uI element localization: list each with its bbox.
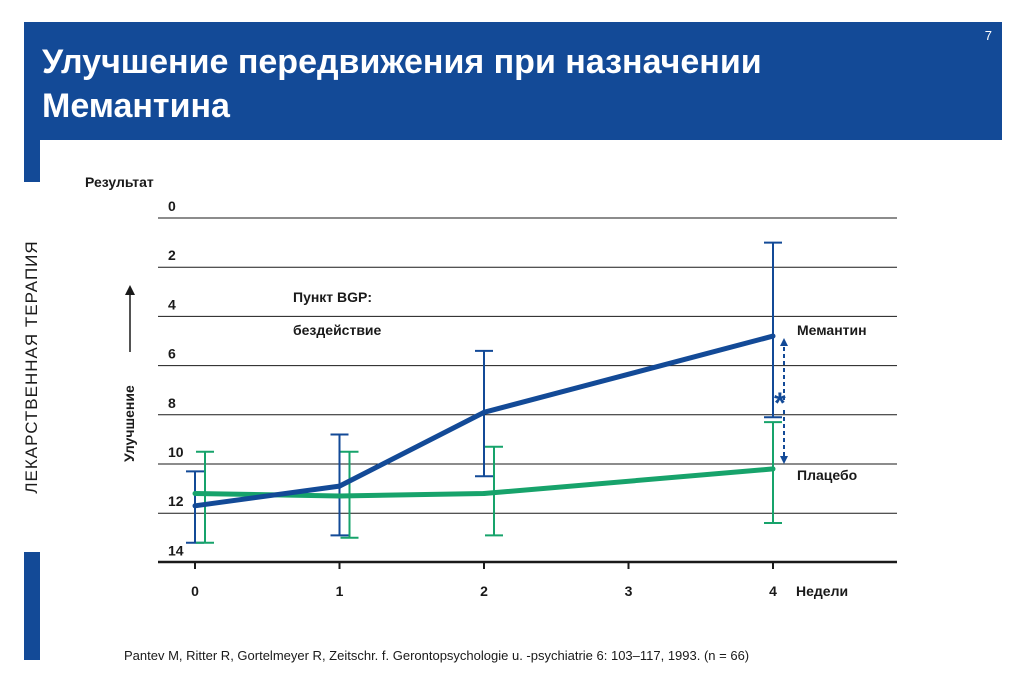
significance-star: *	[774, 387, 786, 420]
y-tick-label: 12	[168, 493, 184, 509]
memantine-data-point	[770, 333, 776, 339]
side-bar-bottom	[24, 552, 40, 660]
y-axis-title: Результат	[85, 174, 154, 190]
note-line-2: бездействие	[293, 322, 382, 338]
y-tick-label: 8	[168, 395, 176, 411]
y-tick-label: 4	[168, 296, 176, 312]
grid-layer	[158, 217, 897, 514]
y-tick-label: 0	[168, 198, 176, 214]
memantine-data-point	[481, 409, 487, 415]
placebo-data-point	[337, 493, 342, 499]
placebo-data-point	[481, 491, 487, 497]
y-tick-label: 2	[168, 247, 176, 263]
slide-title: Улучшение передвижения при назначении Ме…	[42, 43, 762, 125]
x-tick-label: 0	[191, 583, 199, 599]
y-tick-label: 10	[168, 444, 184, 460]
note-line-1: Пункт BGP:	[293, 289, 372, 305]
series-layer	[186, 241, 782, 544]
x-tick-label: 2	[480, 583, 488, 599]
y-axis-side-label: Улучшение	[121, 385, 137, 462]
memantine-series-line	[194, 333, 774, 509]
reference-citation: Pantev M, Ritter R, Gortelmeyer R, Zeits…	[124, 648, 750, 663]
x-tick-label: 4	[769, 583, 777, 599]
x-axis-title: Недели	[796, 583, 848, 599]
slide-number: 7	[984, 28, 992, 43]
side-bar-top	[24, 140, 40, 182]
y-tick-label: 6	[168, 346, 176, 362]
placebo-data-point	[192, 491, 198, 497]
placebo-data-point	[770, 466, 776, 472]
title-bar: Улучшение передвижения при назначении Ме…	[24, 22, 1002, 140]
y-tick-label: 14	[168, 542, 184, 558]
legend-label-memantine: Мемантин	[797, 322, 867, 338]
memantine-data-point	[337, 483, 342, 489]
memantine-data-point	[192, 503, 198, 509]
x-tick-label: 3	[625, 583, 633, 599]
legend-label-placebo: Плацебо	[797, 467, 857, 483]
x-tick-label: 1	[336, 583, 344, 599]
